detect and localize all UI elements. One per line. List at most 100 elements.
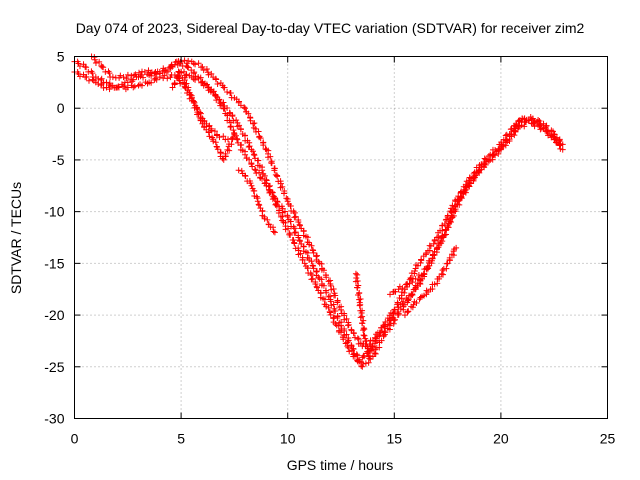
y-axis-label: SDTVAR / TECUs [8, 182, 24, 294]
data-marker [362, 360, 369, 367]
data-marker [91, 56, 98, 63]
data-marker [359, 313, 366, 320]
data-marker [130, 76, 137, 83]
data-point [103, 84, 110, 91]
data-marker [309, 262, 316, 269]
data-marker [351, 353, 358, 360]
data-marker [346, 348, 353, 355]
data-marker [334, 299, 341, 306]
data-marker [344, 322, 351, 329]
data-marker [183, 80, 190, 87]
data-marker [467, 177, 474, 184]
data-marker [542, 124, 549, 131]
series-9 [401, 244, 460, 319]
series-1 [71, 68, 566, 370]
data-point [216, 96, 223, 103]
data-marker [246, 156, 253, 163]
data-marker [313, 283, 320, 290]
x-tick-label: 15 [387, 431, 403, 447]
data-marker [237, 102, 244, 109]
data-marker [382, 324, 389, 331]
data-marker [266, 182, 273, 189]
data-marker [196, 109, 203, 116]
data-point [295, 234, 302, 241]
data-marker [499, 143, 506, 150]
x-tick-label: 10 [280, 431, 296, 447]
data-marker [153, 76, 160, 83]
data-marker [272, 201, 279, 208]
data-point [284, 198, 291, 205]
series-5 [173, 74, 232, 143]
data-marker [399, 285, 406, 292]
data-marker [211, 128, 218, 135]
data-marker [152, 75, 159, 82]
data-marker [76, 73, 83, 80]
x-tick-label: 25 [600, 431, 616, 447]
y-tick-label: -30 [44, 411, 64, 427]
data-marker [268, 160, 275, 167]
data-marker [308, 242, 315, 249]
data-point [369, 343, 376, 350]
data-marker [214, 80, 221, 87]
data-marker [308, 276, 315, 283]
data-marker [330, 285, 337, 292]
data-marker [264, 216, 271, 223]
data-marker [498, 142, 505, 149]
data-marker [274, 173, 281, 180]
data-point [254, 198, 261, 205]
data-marker [164, 75, 171, 82]
data-marker [204, 69, 211, 76]
data-marker [430, 240, 437, 247]
data-marker [76, 63, 83, 70]
data-marker [445, 220, 452, 227]
data-marker [132, 71, 139, 78]
data-point [361, 332, 368, 339]
data-marker [283, 195, 290, 202]
data-marker [439, 267, 446, 274]
data-marker [351, 350, 358, 357]
data-marker [253, 170, 260, 177]
data-marker [237, 126, 244, 133]
data-marker [242, 173, 249, 180]
data-marker [227, 123, 234, 130]
data-marker [371, 334, 378, 341]
data-marker [230, 117, 237, 124]
data-marker [201, 80, 208, 87]
data-marker [106, 70, 113, 77]
data-marker [121, 83, 128, 90]
data-marker [431, 281, 438, 288]
data-marker [355, 292, 362, 299]
data-point [259, 167, 266, 174]
x-axis-label: GPS time / hours [287, 457, 394, 473]
data-marker [332, 292, 339, 299]
data-marker [224, 104, 231, 111]
data-marker [511, 132, 518, 139]
data-marker [227, 90, 234, 97]
data-marker [352, 334, 358, 341]
data-marker [226, 109, 233, 116]
data-point [387, 291, 394, 298]
data-marker [161, 72, 168, 79]
data-marker [138, 82, 145, 89]
data-point [472, 172, 479, 179]
data-point [220, 156, 227, 163]
data-marker [171, 80, 178, 87]
data-point [199, 63, 206, 70]
data-marker [263, 180, 270, 187]
data-marker [238, 167, 245, 174]
data-marker [229, 134, 236, 141]
data-marker [320, 267, 327, 274]
data-marker [248, 160, 255, 167]
data-marker [157, 70, 164, 77]
y-tick-label: -10 [44, 204, 64, 220]
grid-layer [74, 56, 608, 419]
data-marker [176, 77, 183, 84]
data-marker [138, 71, 145, 78]
data-marker [502, 132, 509, 139]
data-marker [261, 215, 268, 222]
data-marker [490, 151, 497, 158]
data-marker [356, 302, 363, 309]
data-marker [178, 69, 185, 76]
data-marker [210, 88, 217, 95]
data-point [301, 260, 308, 267]
